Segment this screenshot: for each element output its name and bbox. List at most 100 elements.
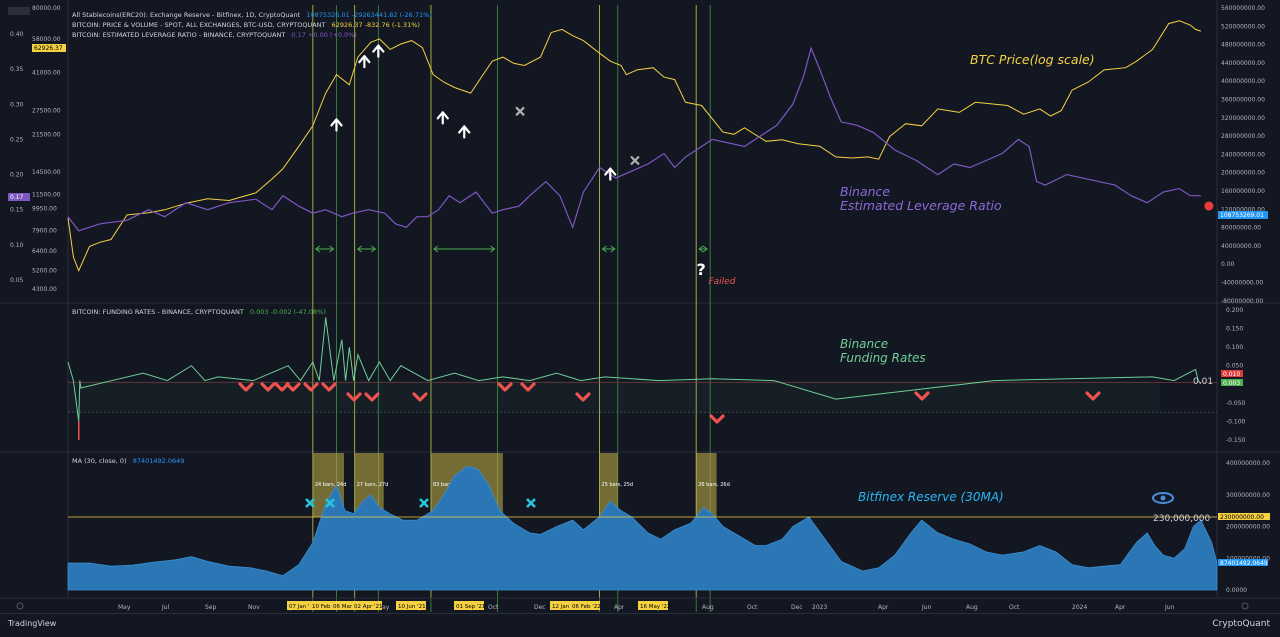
range-arrow-head [601, 245, 607, 253]
date-badge-label: 01 Sep '21 [456, 604, 485, 610]
up-arrow-icon [330, 118, 343, 132]
last-point-dot [1204, 201, 1214, 211]
cross-icon [515, 106, 525, 117]
badge-text: 62926.37 [34, 45, 63, 52]
y-tick-label: 14500.00 [32, 169, 61, 176]
cyan-cross-icon [305, 498, 315, 508]
y-tick-label: 400000000.00 [1221, 78, 1265, 85]
range-arrow-head [371, 245, 377, 253]
y-tick-label: 320000000.00 [1221, 115, 1265, 122]
down-check-icon [914, 391, 930, 401]
y-tick-label: 100000000.00 [1226, 555, 1270, 562]
y-tick-label: 11500.00 [32, 191, 61, 198]
date-badge-label: 02 Apr '21 [354, 604, 383, 610]
y-tick-label: 0.0000 [1226, 587, 1247, 594]
cyan-cross-icon [526, 498, 536, 508]
badge [1221, 379, 1243, 386]
date-badge [570, 601, 600, 610]
date-badge [550, 601, 580, 610]
down-check-icon [497, 382, 513, 392]
leverage-annotation: Estimated Leverage Ratio [840, 198, 1002, 213]
date-badge [310, 601, 340, 610]
y-tick-label: 120000000.00 [1221, 206, 1265, 213]
legend-stablecoins: All Stablecoins(ERC20): Exchange Reserve… [72, 11, 432, 19]
x-tick-label: Apr [878, 604, 889, 611]
date-badge-label: 10 Feb '21 [312, 604, 341, 610]
up-arrow-icon [358, 55, 371, 69]
legend-stablecoins-values: 10875326.01 -29263441.82 (-26.71%) [306, 11, 432, 19]
legend-btc-label: BITCOIN: PRICE & VOLUME - SPOT, ALL EXCH… [72, 21, 326, 29]
tradingview-logo: TradingView [8, 619, 57, 628]
x-tick-label: May [377, 604, 390, 611]
x-tick-label: Dec [534, 604, 546, 611]
date-badge-label: 16 May '22 [640, 604, 670, 610]
date-badge [352, 601, 382, 610]
down-check-icon [260, 382, 276, 392]
y-tick-label: 80000.00 [32, 5, 61, 12]
y-tick-label: 5200.00 [32, 268, 57, 275]
y-tick-label: 520000000.00 [1221, 23, 1265, 30]
badge-text: 0.17 [10, 194, 24, 201]
up-arrow-icon [436, 111, 449, 125]
badge [32, 44, 66, 52]
range-arrow-head [329, 245, 335, 253]
y-tick-label: 0.20 [10, 172, 24, 179]
y-tick-label: -40000000.00 [1221, 280, 1263, 287]
legend-leverage-label: BITCOIN: ESTIMATED LEVERAGE RATIO - BINA… [72, 31, 286, 39]
y-tick-label: 480000000.00 [1221, 42, 1265, 49]
range-arrow-head [698, 245, 704, 253]
up-arrow-icon [372, 44, 385, 58]
y-tick-label: 0.05 [10, 277, 24, 284]
failed-label: Failed [708, 277, 735, 287]
date-badge-label: 06 Mar '21 [333, 604, 362, 610]
date-badge-label: 07 Jan '21 [289, 604, 316, 610]
x-tick-label: Oct [488, 604, 499, 611]
legend-funding-values: 0.003 -0.002 (-47.08%) [249, 308, 326, 316]
cryptoquant-logo: CryptoQuant [1212, 619, 1270, 629]
leverage-annotation: Binance [840, 184, 890, 199]
x-tick-label: Apr [1115, 604, 1126, 611]
reserve-highlight-box [599, 453, 618, 517]
down-check-icon [575, 392, 591, 402]
badge-text: 108753269.01 [1220, 212, 1264, 219]
y-tick-label: 80000000.00 [1221, 225, 1261, 232]
legend-ma-values: 87401492.0649 [132, 457, 185, 465]
x-tick-label: Oct [747, 604, 758, 611]
x-tick-label: Oct [1009, 604, 1020, 611]
date-badge [638, 601, 668, 610]
y-tick-label: 0.40 [10, 31, 24, 38]
down-check-icon [709, 414, 725, 424]
y-tick-label: 6400.00 [32, 248, 57, 255]
date-badge [396, 601, 426, 610]
badge [1218, 559, 1268, 566]
y-tick-label: -80000000.00 [1221, 298, 1263, 305]
reserve-box-label: 83 bars, 83d [433, 482, 465, 488]
y-tick-label: 360000000.00 [1221, 97, 1265, 104]
date-badge [331, 601, 361, 610]
down-check-icon [285, 382, 301, 392]
badge-text: 230000000.00 [1220, 514, 1264, 521]
reserve-highlight-box [696, 453, 717, 517]
badge-text: 87401492.0649 [1220, 560, 1268, 567]
y-tick-label: 4300.00 [32, 286, 57, 293]
y-tick-label: 7900.00 [32, 228, 57, 235]
range-arrow-head [356, 245, 363, 253]
y-tick-label: 0.35 [10, 66, 24, 73]
down-check-icon [1085, 391, 1101, 401]
legend-ma: MA (30, close, 0) 87401492.0649 [72, 457, 184, 465]
legend-btc-values: 62926.37 -832.76 (-1.31%) [331, 21, 420, 29]
y-tick-label: 0.050 [1226, 363, 1243, 370]
bottom-bar [0, 613, 1280, 637]
question-mark-icon: ? [696, 260, 705, 279]
funding-level-label: 0.01 [1193, 377, 1213, 387]
up-arrow-icon [458, 125, 471, 139]
x-tick-label: Sep [205, 604, 217, 611]
x-tick-label: Aug [702, 604, 714, 611]
badge [1218, 513, 1270, 520]
reserve-level-label: 230,000,000 [1153, 514, 1211, 524]
y-tick-label: 0.150 [1226, 326, 1243, 333]
range-arrow-head [433, 245, 439, 253]
x-tick-label: 2024 [1072, 604, 1087, 611]
legend-stablecoins-label: All Stablecoins(ERC20): Exchange Reserve… [72, 11, 301, 19]
